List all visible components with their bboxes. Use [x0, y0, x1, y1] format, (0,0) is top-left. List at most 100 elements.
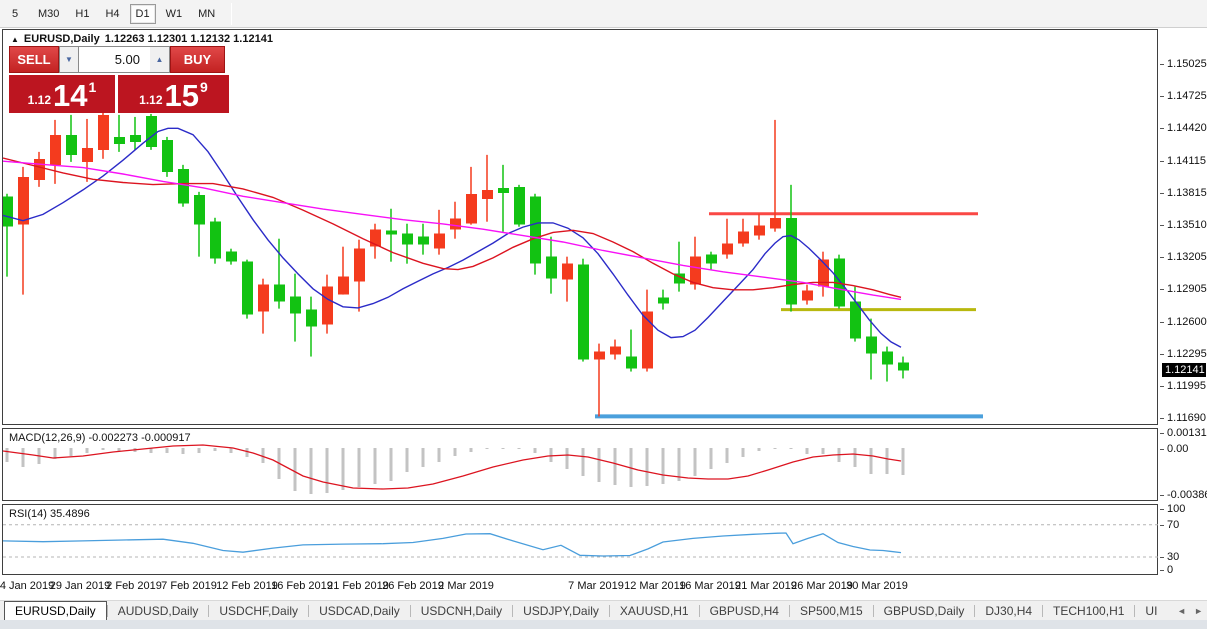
axis-tick [1160, 224, 1164, 226]
tab-usdcnh-daily[interactable]: USDCNH,Daily [420, 603, 503, 618]
candle-body [690, 256, 701, 285]
candle-body [658, 297, 669, 304]
timeframe-button-d1[interactable]: D1 [129, 3, 156, 24]
tab-audusd-daily[interactable]: AUDUSD,Daily [117, 603, 199, 618]
ma-mid-red [3, 157, 902, 298]
macd-signal-line [3, 444, 902, 490]
candle-body [562, 263, 573, 280]
tab-eurusd-daily[interactable]: EURUSD,Daily [4, 601, 107, 620]
tab-scroll-left-icon[interactable]: ◄ [1177, 606, 1187, 616]
macd-hist-bar [661, 448, 665, 484]
candle-body [818, 259, 829, 287]
price-tick-1.13815: 1.13815 [1167, 186, 1207, 199]
candle-body [434, 233, 445, 249]
volume-field[interactable]: 5.00 [79, 46, 150, 73]
candle-body [402, 233, 413, 245]
rsi-canvas [3, 524, 1159, 558]
tab-tech100-h1[interactable]: TECH100,H1 [1053, 603, 1125, 618]
timeframe-button-m30[interactable]: M30 [38, 7, 60, 20]
candle-body [370, 229, 381, 247]
price-tick-1.12295: 1.12295 [1167, 348, 1207, 361]
candle-body [706, 254, 717, 264]
candle-body [178, 168, 189, 204]
macd-hist-bar [613, 448, 617, 486]
macd-hist-bar [725, 448, 729, 463]
tab-ui[interactable]: UI [1145, 603, 1158, 618]
candle-body [258, 284, 269, 312]
macd-hist-bar [757, 448, 761, 451]
macd-hist-bar [501, 448, 505, 449]
spin-down-icon: ▼ [65, 55, 73, 64]
candle-body [50, 134, 61, 165]
macd-hist-bar [405, 448, 409, 473]
trade-prices-row: 1.12 14 1 1.12 15 9 [9, 75, 229, 113]
tab-gbpusd-daily[interactable]: GBPUSD,Daily [883, 603, 965, 618]
axis-tick [1160, 433, 1164, 435]
macd-hist-bar [581, 448, 585, 476]
buy-button[interactable]: BUY [170, 46, 225, 73]
macd-hist-bar [293, 448, 297, 491]
timeframe-button-mn[interactable]: MN [198, 7, 216, 20]
axis-tick [1160, 418, 1164, 420]
date-label: 30 Mar 2019 [846, 580, 908, 592]
bottom-strip [0, 620, 1207, 629]
macd-hist-bar [341, 448, 345, 491]
macd-hist-bar [261, 448, 265, 463]
candle-body [66, 134, 77, 155]
macd-panel: MACD(12,26,9) -0.002273 -0.000917 [2, 428, 1158, 501]
candle-body [162, 139, 173, 172]
volume-increase-button[interactable]: ▲ [150, 46, 170, 73]
macd-hist-bar [373, 448, 377, 484]
timeframe-button-w1[interactable]: W1 [165, 7, 183, 20]
tab-scroll-right-icon[interactable]: ► [1194, 606, 1203, 616]
timeframe-button-h4[interactable]: H4 [105, 7, 120, 20]
macd-hist-bar [885, 448, 889, 475]
toolbar-separator [231, 2, 233, 25]
bid-price-box[interactable]: 1.12 14 1 [9, 75, 115, 113]
timeframe-button-h1[interactable]: H1 [75, 7, 90, 20]
macd-hist-bar [821, 448, 825, 455]
candle-body [482, 189, 493, 199]
macd-tick-0.00: 0.00 [1167, 443, 1189, 455]
candle-body [578, 264, 589, 360]
tab-sp500-m15[interactable]: SP500,M15 [799, 603, 863, 618]
tab-separator [208, 604, 210, 617]
axis-tick [1160, 509, 1164, 510]
macd-hist-bar [693, 448, 697, 476]
axis-tick [1160, 128, 1164, 130]
candle-body [610, 346, 621, 355]
macd-hist-bar [709, 448, 713, 469]
date-label: 16 Mar 2019 [679, 580, 741, 592]
ask-big-digits: 15 [164, 78, 200, 113]
tab-separator [788, 604, 790, 617]
spin-up-icon: ▲ [155, 55, 164, 64]
sell-button[interactable]: SELL [9, 46, 59, 73]
macd-hist-bar [901, 448, 905, 476]
macd-hist-bar [357, 448, 361, 488]
candle-body [498, 187, 509, 193]
tab-xauusd-h1[interactable]: XAUUSD,H1 [619, 603, 689, 618]
axis-tick [1160, 557, 1164, 558]
axis-tick [1160, 321, 1164, 323]
volume-decrease-button[interactable]: ▼ [59, 46, 79, 73]
price-tick-1.13510: 1.13510 [1167, 218, 1207, 231]
tab-usdcad-daily[interactable]: USDCAD,Daily [319, 603, 400, 618]
tab-dj30-h4[interactable]: DJ30,H4 [985, 603, 1033, 618]
trade-controls-row: SELL ▼ 5.00 ▲ BUY [9, 46, 229, 73]
macd-tick--0.003862: -0.003862 [1167, 488, 1207, 501]
price-tick-1.13205: 1.13205 [1167, 251, 1207, 264]
ask-price-box[interactable]: 1.12 15 9 [118, 75, 229, 113]
macd-hist-bar [325, 448, 329, 493]
collapse-triangle-icon[interactable]: ▲ [11, 34, 19, 44]
rsi-tick-0: 0 [1167, 564, 1174, 576]
candle-body [194, 194, 205, 225]
price-axis: 1.15025 1.14725 1.14420 1.14115 1.13815 1.135… [1160, 29, 1207, 599]
timeframe-button-5[interactable]: 5 [11, 7, 19, 20]
tab-usdchf-daily[interactable]: USDCHF,Daily [219, 603, 299, 618]
tab-usdjpy-daily[interactable]: USDJPY,Daily [523, 603, 599, 618]
tab-separator [974, 604, 976, 617]
candle-body [98, 114, 109, 150]
candle-body [738, 231, 749, 244]
tab-gbpusd-h4[interactable]: GBPUSD,H4 [709, 603, 779, 618]
